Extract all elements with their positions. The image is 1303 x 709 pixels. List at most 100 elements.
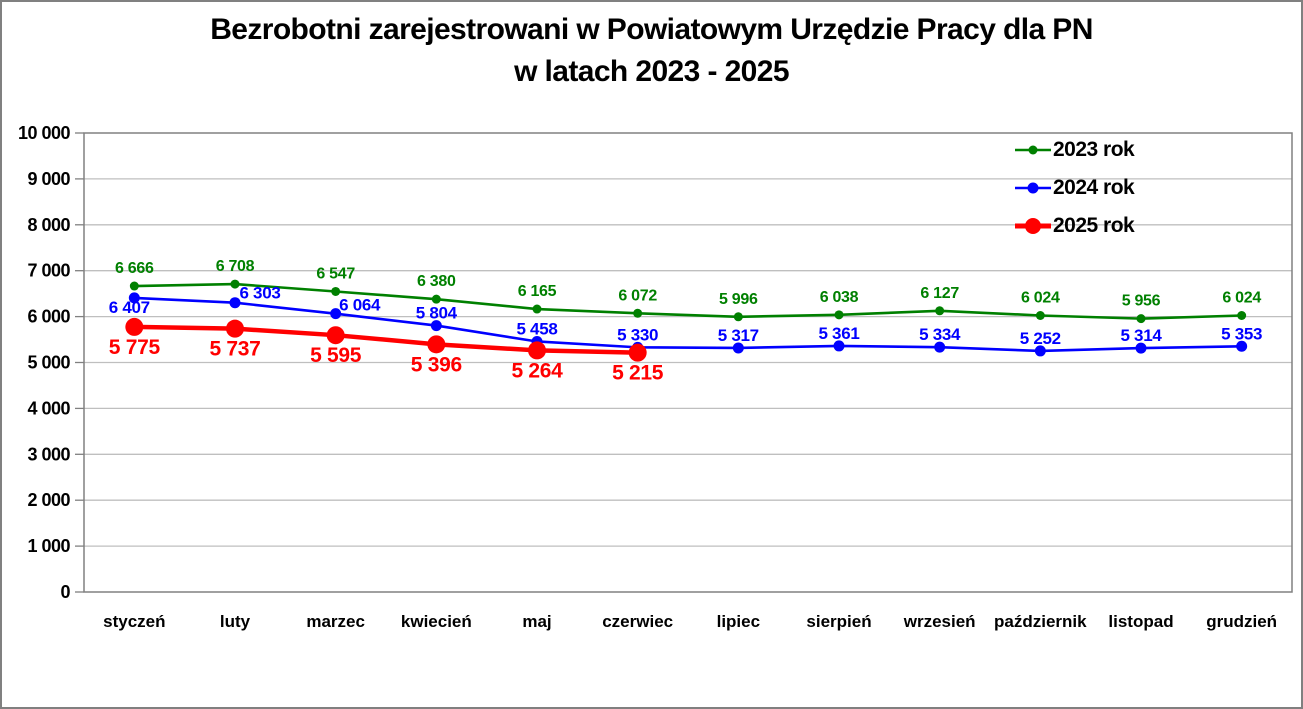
data-point-2023	[431, 294, 441, 304]
data-label-2024: 5 334	[919, 325, 961, 344]
y-axis-label: 5 000	[27, 353, 70, 373]
legend-marker-icon	[1015, 145, 1051, 155]
data-label-2023: 6 380	[417, 273, 456, 290]
data-point-2025	[326, 326, 345, 345]
data-point-2023	[633, 308, 643, 318]
y-axis-label: 10 000	[18, 123, 71, 143]
y-axis-label: 0	[60, 582, 70, 602]
data-label-2024: 5 317	[718, 326, 759, 345]
data-point-2024	[732, 342, 744, 354]
data-point-2025	[125, 317, 144, 336]
data-label-2024: 5 330	[617, 325, 658, 344]
data-point-2024	[833, 340, 845, 352]
data-point-2024	[934, 341, 946, 353]
data-label-2025: 5 775	[109, 336, 161, 359]
y-axis-label: 6 000	[27, 307, 70, 327]
data-label-2024: 5 458	[516, 319, 557, 338]
x-axis-label: marzec	[306, 612, 365, 631]
data-label-2024: 5 252	[1020, 329, 1061, 348]
legend-item-2025: 2025 rok	[1014, 207, 1135, 245]
data-label-2023: 6 547	[316, 265, 355, 282]
x-axis-label: październik	[994, 612, 1087, 631]
y-axis-label: 4 000	[27, 398, 70, 418]
chart-title-line1: Bezrobotni zarejestrowani w Powiatowym U…	[210, 13, 1093, 46]
x-axis-label: styczeń	[103, 612, 165, 631]
y-axis-label: 8 000	[27, 215, 70, 235]
data-label-2024: 5 353	[1221, 324, 1262, 343]
data-point-2024	[330, 308, 342, 320]
data-point-2023	[1035, 310, 1045, 320]
y-axis-label: 2 000	[27, 490, 70, 510]
data-label-2023: 5 996	[719, 291, 758, 308]
data-label-2023: 6 072	[618, 287, 657, 304]
x-axis-label: grudzień	[1206, 612, 1277, 631]
data-label-2023: 6 024	[1021, 289, 1060, 306]
data-label-2023: 6 024	[1222, 289, 1261, 306]
data-label-2024: 6 407	[109, 298, 150, 317]
data-label-2024: 6 064	[339, 296, 381, 315]
data-point-2023	[1136, 314, 1146, 324]
data-point-2023	[1237, 310, 1247, 320]
plot-border	[83, 132, 1293, 593]
chart-title: Bezrobotni zarejestrowani w Powiatowym U…	[2, 9, 1301, 93]
legend-marker-icon	[1015, 182, 1051, 194]
data-point-2024	[1236, 340, 1248, 352]
x-axis-label: czerwiec	[602, 612, 673, 631]
data-label-2023: 6 666	[115, 260, 154, 277]
data-label-2025: 5 215	[612, 362, 664, 385]
data-point-2024	[1135, 342, 1147, 354]
chart-title-line2: w latach 2023 - 2025	[514, 55, 789, 88]
y-axis-label: 3 000	[27, 444, 70, 464]
y-axis-label: 9 000	[27, 169, 70, 189]
x-axis-label: maj	[522, 612, 551, 631]
data-point-2025	[427, 335, 446, 354]
data-label-2023: 6 038	[820, 289, 859, 306]
legend-label: 2024 rok	[1053, 176, 1135, 199]
legend-item-2024: 2024 rok	[1014, 169, 1135, 207]
data-point-2023	[834, 310, 844, 320]
data-label-2024: 5 314	[1120, 326, 1162, 345]
data-point-2025	[226, 319, 244, 338]
y-axis-label: 1 000	[27, 536, 70, 556]
data-point-2023	[532, 304, 542, 314]
legend-label: 2023 rok	[1053, 138, 1135, 161]
data-point-2023	[230, 279, 240, 289]
data-point-2025	[528, 341, 546, 360]
data-label-2024: 5 804	[416, 304, 458, 323]
data-label-2023: 6 708	[216, 258, 255, 275]
x-axis-label: kwiecień	[401, 612, 472, 631]
data-label-2025: 5 264	[511, 359, 563, 382]
data-point-2024	[1034, 345, 1046, 357]
data-point-2023	[129, 281, 139, 291]
data-point-2024	[229, 297, 241, 309]
legend-item-2023: 2023 rok	[1014, 131, 1135, 169]
x-axis-label: lipiec	[717, 612, 760, 631]
y-axis-label: 7 000	[27, 261, 70, 281]
data-label-2025: 5 595	[310, 344, 362, 367]
x-axis-label: sierpień	[806, 612, 871, 631]
data-point-2023	[733, 312, 743, 322]
data-label-2023: 5 956	[1122, 293, 1161, 310]
x-axis-label: listopad	[1108, 612, 1173, 631]
legend-marker-icon	[1015, 218, 1051, 234]
x-axis-label: wrzesień	[903, 612, 976, 631]
data-point-2024	[430, 320, 442, 332]
legend-label: 2025 rok	[1053, 214, 1135, 237]
data-point-2024	[128, 292, 140, 304]
data-point-2023	[935, 306, 945, 316]
x-axis-label: luty	[220, 612, 251, 631]
data-label-2024: 5 361	[818, 324, 859, 343]
data-point-2025	[628, 343, 647, 362]
data-label-2024: 6 303	[239, 284, 280, 303]
data-label-2025: 5 396	[411, 353, 462, 376]
data-label-2023: 6 165	[518, 283, 557, 300]
series-line-2025	[134, 324, 638, 355]
legend: 2023 rok 2024 rok 2025 rok	[1014, 131, 1135, 245]
series-line-2024	[134, 296, 1242, 353]
data-label-2025: 5 737	[209, 338, 260, 361]
data-point-2023	[331, 286, 341, 296]
data-label-2023: 6 127	[920, 285, 959, 302]
series-line-2023	[134, 282, 1242, 320]
